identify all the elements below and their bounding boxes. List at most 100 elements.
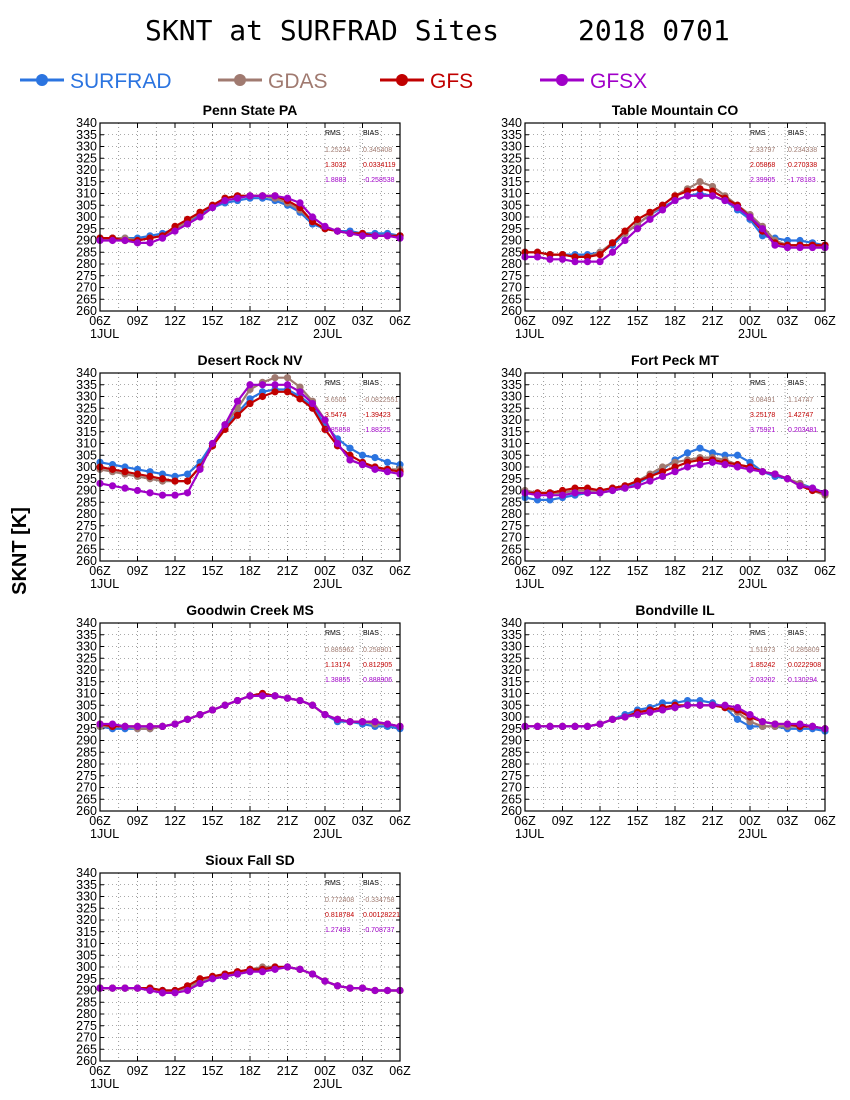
stat-header: BIAS xyxy=(363,130,379,137)
stat-rms: 3.5474 xyxy=(325,412,347,419)
stat-header: RMS xyxy=(750,130,766,137)
stat-rms: 0.772408 xyxy=(325,897,354,904)
data-point xyxy=(658,706,667,714)
data-point xyxy=(596,258,604,266)
x-tick-label: 09Z xyxy=(127,564,149,578)
x-tick-label: 06Z xyxy=(814,564,836,578)
y-tick-label: 265 xyxy=(501,292,522,306)
y-tick-label: 320 xyxy=(76,413,97,427)
stat-rms: 1.13174 xyxy=(325,662,350,669)
y-tick-label: 310 xyxy=(501,687,522,701)
x-tick-label: 00Z xyxy=(314,1064,336,1078)
data-point xyxy=(146,472,154,480)
data-point xyxy=(683,449,692,457)
data-point xyxy=(346,229,354,238)
x-tick-label: 12Z xyxy=(589,814,611,828)
y-tick-label: 275 xyxy=(501,769,522,783)
x-date-label: 1JUL xyxy=(515,577,544,591)
data-point xyxy=(271,374,279,382)
stat-bias: -0.708737 xyxy=(363,927,395,934)
y-tick-label: 290 xyxy=(501,484,522,498)
data-point xyxy=(346,718,354,726)
stat-header: BIAS xyxy=(788,130,804,137)
x-tick-label: 03Z xyxy=(352,1064,374,1078)
data-point xyxy=(183,986,192,995)
x-tick-label: 15Z xyxy=(202,314,224,328)
data-point xyxy=(108,236,117,245)
y-tick-label: 315 xyxy=(76,675,97,689)
panel: Goodwin Creek MS 260265270275280285290295… xyxy=(76,602,411,841)
series-gfsx xyxy=(521,458,829,499)
y-tick-label: 325 xyxy=(76,651,97,665)
y-tick-label: 300 xyxy=(501,460,522,474)
y-tick-label: 290 xyxy=(76,734,97,748)
data-point xyxy=(233,696,242,705)
plot-frame xyxy=(99,622,401,812)
data-point xyxy=(771,241,779,249)
data-point xyxy=(196,213,204,221)
y-tick-label: 285 xyxy=(501,245,522,259)
y-axis-label: SKNT [K] xyxy=(9,507,31,595)
data-point xyxy=(258,192,267,200)
x-date-label: 2JUL xyxy=(313,327,342,341)
x-tick-label: 06Z xyxy=(89,814,111,828)
x-tick-label: 06Z xyxy=(814,814,836,828)
data-point xyxy=(183,470,192,478)
x-tick-label: 06Z xyxy=(389,814,411,828)
data-point xyxy=(621,236,629,245)
data-point xyxy=(708,701,717,709)
y-tick-label: 315 xyxy=(501,175,522,189)
stat-header: RMS xyxy=(325,380,341,387)
data-point xyxy=(321,222,329,230)
stat-rms: 2.39905 xyxy=(750,177,775,184)
y-tick-label: 300 xyxy=(76,460,97,474)
x-tick-label: 09Z xyxy=(552,314,574,328)
x-tick-label: 06Z xyxy=(514,564,536,578)
stat-rms: 1.8883 xyxy=(325,177,347,184)
y-tick-label: 270 xyxy=(501,531,522,545)
legend-entry-gfs: GFS xyxy=(380,70,473,93)
data-point xyxy=(608,486,617,495)
data-point xyxy=(358,461,367,469)
data-point xyxy=(721,196,729,205)
data-point xyxy=(183,477,192,485)
data-point xyxy=(283,381,292,389)
data-point xyxy=(271,692,279,700)
data-point xyxy=(646,208,654,216)
data-point xyxy=(208,975,217,983)
data-point xyxy=(758,718,767,726)
series-gfsx xyxy=(96,963,404,997)
data-point xyxy=(333,227,342,235)
y-tick-label: 295 xyxy=(76,722,97,736)
data-point xyxy=(271,192,279,200)
data-point xyxy=(583,258,592,266)
y-tick-label: 265 xyxy=(501,792,522,806)
data-point xyxy=(108,984,117,992)
data-point xyxy=(696,192,704,200)
data-point xyxy=(758,468,767,476)
data-point xyxy=(546,722,554,731)
y-tick-label: 305 xyxy=(76,698,97,712)
data-point xyxy=(783,243,792,252)
x-tick-label: 21Z xyxy=(277,814,299,828)
x-tick-label: 18Z xyxy=(239,564,261,578)
stat-bias: -0.0822551 xyxy=(363,397,399,404)
data-point xyxy=(271,388,279,396)
data-point xyxy=(233,194,242,202)
data-point xyxy=(208,706,217,714)
data-point xyxy=(258,692,267,700)
y-tick-label: 310 xyxy=(76,937,97,951)
y-tick-label: 265 xyxy=(76,792,97,806)
data-point xyxy=(646,708,654,716)
y-tick-label: 295 xyxy=(501,722,522,736)
data-point xyxy=(571,489,579,497)
stat-rms: 2.05868 xyxy=(750,162,775,169)
data-point xyxy=(246,399,254,408)
x-tick-label: 09Z xyxy=(127,814,149,828)
data-point xyxy=(121,722,129,731)
data-point xyxy=(208,439,217,448)
data-point xyxy=(233,970,242,978)
legend-entry-gdas: GDAS xyxy=(218,70,328,93)
y-tick-label: 335 xyxy=(501,128,522,142)
